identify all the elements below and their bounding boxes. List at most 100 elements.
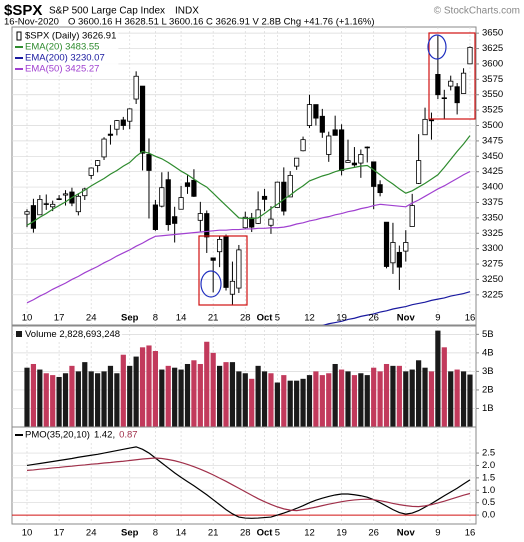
volume-bar — [287, 380, 293, 427]
candle-body — [332, 129, 338, 136]
candle-body — [82, 188, 88, 197]
candle-body — [409, 205, 415, 227]
volume-bar — [114, 373, 120, 427]
volume-bar — [409, 369, 415, 427]
volume-bar — [371, 367, 377, 427]
volume-bar — [345, 371, 351, 427]
x-tick-label: 10 — [22, 313, 33, 324]
candle-body — [24, 211, 30, 215]
y-tick-label: 3325 — [482, 228, 503, 239]
y-tick-label: 1.5 — [482, 472, 495, 483]
line-series — [26, 446, 471, 519]
candle-body — [364, 146, 370, 149]
candle-body — [467, 46, 473, 65]
x-tick-label: 24 — [86, 528, 97, 539]
y-tick-label: 3550 — [482, 89, 503, 100]
volume-bar — [75, 371, 81, 427]
candle-body — [422, 118, 428, 136]
volume-bar — [62, 373, 69, 427]
highlight-ellipse — [427, 34, 447, 60]
x-tick-label: 26 — [368, 313, 379, 324]
volume-bar — [37, 369, 43, 427]
candle-body — [88, 167, 94, 176]
candle-body — [236, 249, 242, 289]
candle-body — [191, 179, 197, 197]
candle-body — [460, 72, 467, 94]
volume-bar — [120, 354, 126, 427]
candle-body — [300, 139, 306, 152]
candle-body — [428, 119, 435, 122]
candle-body — [294, 157, 300, 167]
y-tick-label: 2B — [482, 384, 494, 395]
legend-entry: EMA(200) 3230.07 — [25, 53, 105, 64]
candle-body — [338, 129, 345, 171]
volume-bar — [268, 373, 274, 427]
volume-bar — [127, 365, 133, 427]
candle-body — [326, 135, 332, 155]
x-tick-label: 12 — [304, 528, 315, 539]
candle-body — [50, 203, 56, 208]
y-tick-label: 3525 — [482, 105, 503, 116]
candle-body — [249, 217, 255, 228]
candle-body — [43, 203, 49, 205]
plot-area — [24, 330, 473, 427]
highlight-box — [198, 235, 248, 306]
candle-body — [403, 242, 409, 252]
volume-bar — [217, 365, 223, 427]
y-tick-label: 3275 — [482, 259, 503, 270]
candle-body — [441, 97, 447, 100]
volume-bar — [460, 371, 467, 427]
x-tick-label: 5 — [275, 313, 280, 324]
volume-bar — [441, 347, 447, 427]
exchange: INDX — [175, 6, 199, 17]
legend: Volume 2,828,693,248 — [14, 328, 123, 342]
candle-body — [37, 198, 43, 216]
x-tick-label: 8 — [153, 528, 158, 539]
candle-body — [30, 205, 37, 229]
candle-body — [396, 251, 402, 268]
legend: PMO(35,20,10) 1.42, 0.87 — [13, 428, 140, 442]
x-tick-label: Nov — [397, 313, 416, 324]
y-tick-label: 3B — [482, 366, 494, 377]
candle-body — [287, 174, 293, 198]
candle-body — [435, 74, 441, 96]
panel-frame — [11, 426, 477, 525]
symbol: $SPX — [4, 2, 42, 19]
legend-swatch — [16, 331, 22, 337]
y-tick-label: 3650 — [482, 28, 503, 39]
y-tick-label: 3400 — [482, 182, 503, 193]
candle-body — [146, 154, 152, 171]
volume-bar — [107, 365, 114, 427]
x-tick-label: Oct — [257, 313, 274, 324]
security-name: S&P 500 Large Cap Index — [49, 6, 165, 17]
x-tick-label: 28 — [240, 313, 251, 324]
volume-bar — [351, 375, 358, 427]
volume-bar — [428, 371, 435, 427]
highlight-ellipse — [200, 270, 222, 298]
volume-bar — [338, 369, 345, 427]
volume-bar — [133, 356, 139, 427]
x-tick-label: 14 — [176, 313, 187, 324]
candle-body — [127, 108, 133, 122]
candle-body — [377, 184, 383, 194]
volume-bar — [139, 347, 146, 427]
candle-body — [351, 162, 358, 166]
volume-bar — [313, 371, 319, 427]
volume-bar — [210, 352, 216, 427]
x-tick-label: Oct — [257, 528, 274, 539]
candle-body — [152, 204, 158, 230]
y-tick-label: 3350 — [482, 212, 503, 223]
volume-bar — [50, 375, 56, 427]
volume-bar — [332, 363, 338, 427]
y-tick-label: 1.0 — [482, 485, 495, 496]
x-tick-label: 5 — [275, 528, 280, 539]
panel-frame — [11, 26, 477, 326]
volume-bar — [274, 382, 280, 427]
candle-body — [454, 86, 460, 104]
volume-bar — [261, 371, 268, 427]
y-tick-label: 3225 — [482, 289, 503, 300]
x-tick-label: 19 — [336, 313, 347, 324]
y-tick-label: 3600 — [482, 58, 503, 69]
x-tick-label: 24 — [86, 313, 97, 324]
